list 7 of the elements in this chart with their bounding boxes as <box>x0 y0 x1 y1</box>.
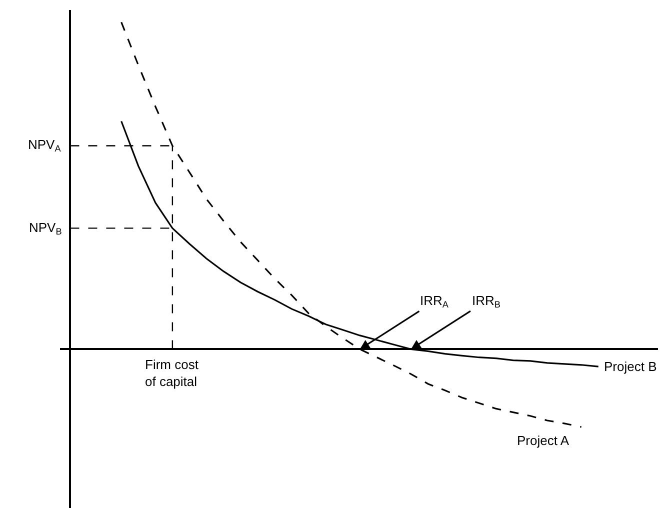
text: Firm cost of capital <box>145 357 198 389</box>
series-label: Project A <box>517 433 570 448</box>
annotation: IRR$_{B}$ <box>472 293 500 310</box>
series-label: Project B <box>604 359 657 374</box>
ref-line-label: NPV$_{A}$ <box>28 137 62 154</box>
annotation: IRR$_{A}$ <box>420 293 450 310</box>
ref-line-label: NPV$_{B}$ <box>29 220 62 237</box>
